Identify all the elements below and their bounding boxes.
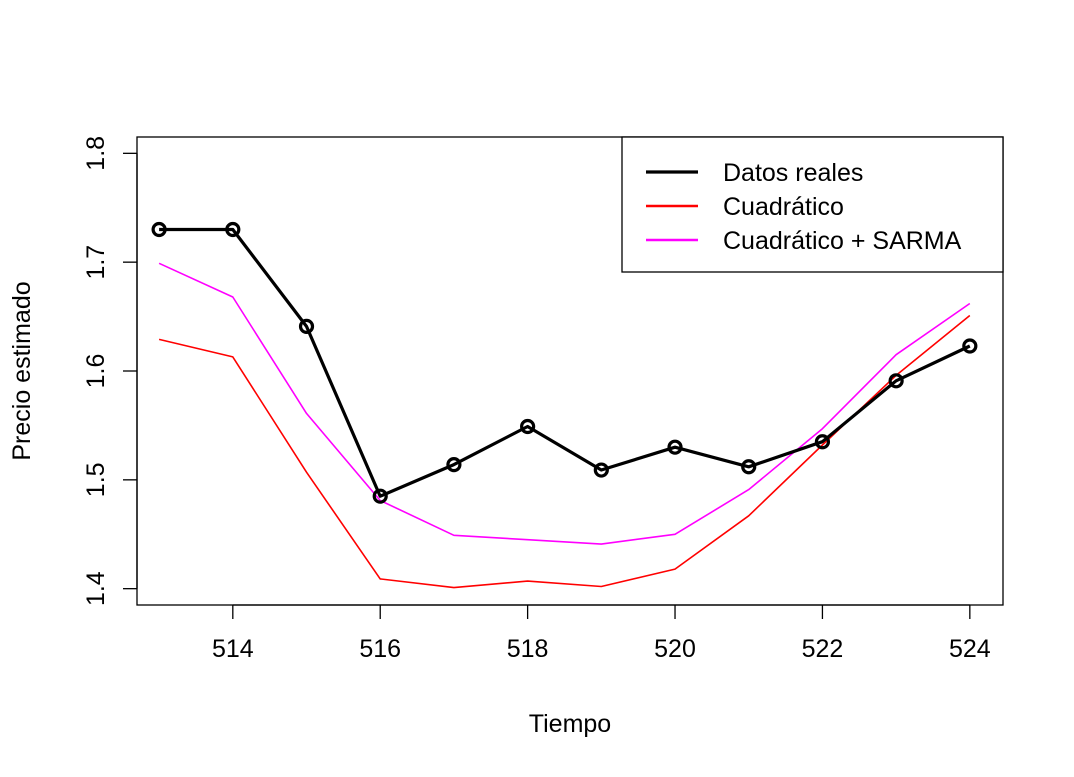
point-0-6 bbox=[593, 462, 609, 478]
legend-label-0: Datos reales bbox=[723, 159, 863, 187]
y-tick-label-2: 1.6 bbox=[82, 354, 110, 389]
point-0-3 bbox=[372, 488, 388, 504]
x-tick-label-520: 520 bbox=[654, 635, 696, 663]
series-line-2 bbox=[158, 262, 971, 545]
point-0-5 bbox=[520, 418, 536, 435]
point-0-0 bbox=[151, 221, 167, 238]
point-0-7 bbox=[667, 439, 683, 455]
point-0-2 bbox=[298, 318, 315, 334]
y-axis-title: Precio estimado bbox=[8, 281, 36, 460]
legend-box bbox=[621, 136, 1004, 273]
point-0-1 bbox=[225, 221, 241, 238]
y-tick-label-4: 1.8 bbox=[82, 136, 110, 171]
point-0-11 bbox=[962, 338, 978, 354]
series-line-1 bbox=[158, 314, 971, 589]
y-tick-label-3: 1.7 bbox=[82, 245, 110, 280]
legend-label-2: Cuadrático + SARMA bbox=[723, 227, 962, 255]
y-tick-label-0: 1.4 bbox=[82, 571, 110, 606]
legend-label-1: Cuadrático bbox=[723, 193, 844, 221]
point-0-9 bbox=[814, 434, 831, 450]
series-line-0 bbox=[159, 227, 971, 498]
point-0-10 bbox=[888, 373, 904, 389]
x-tick-label-524: 524 bbox=[949, 635, 991, 663]
series-layer bbox=[151, 221, 978, 589]
series-0 bbox=[151, 221, 978, 504]
y-tick-label-1: 1.5 bbox=[82, 462, 110, 497]
legend: Datos reales Cuadrático Cuadrático + SARMA bbox=[621, 136, 1004, 273]
series-2 bbox=[158, 262, 971, 545]
series-1 bbox=[158, 314, 971, 589]
x-tick-label-518: 518 bbox=[507, 635, 549, 663]
point-0-4 bbox=[446, 457, 462, 473]
x-tick-label-516: 516 bbox=[359, 635, 401, 663]
x-tick-label-514: 514 bbox=[212, 635, 254, 663]
point-0-8 bbox=[741, 459, 757, 475]
axes: 514 516 518 520 522 524 1.4 1.5 1.6 1.7 1.8 bbox=[82, 136, 991, 663]
x-tick-label-522: 522 bbox=[802, 635, 844, 663]
x-axis-title: Tiempo bbox=[529, 710, 611, 738]
